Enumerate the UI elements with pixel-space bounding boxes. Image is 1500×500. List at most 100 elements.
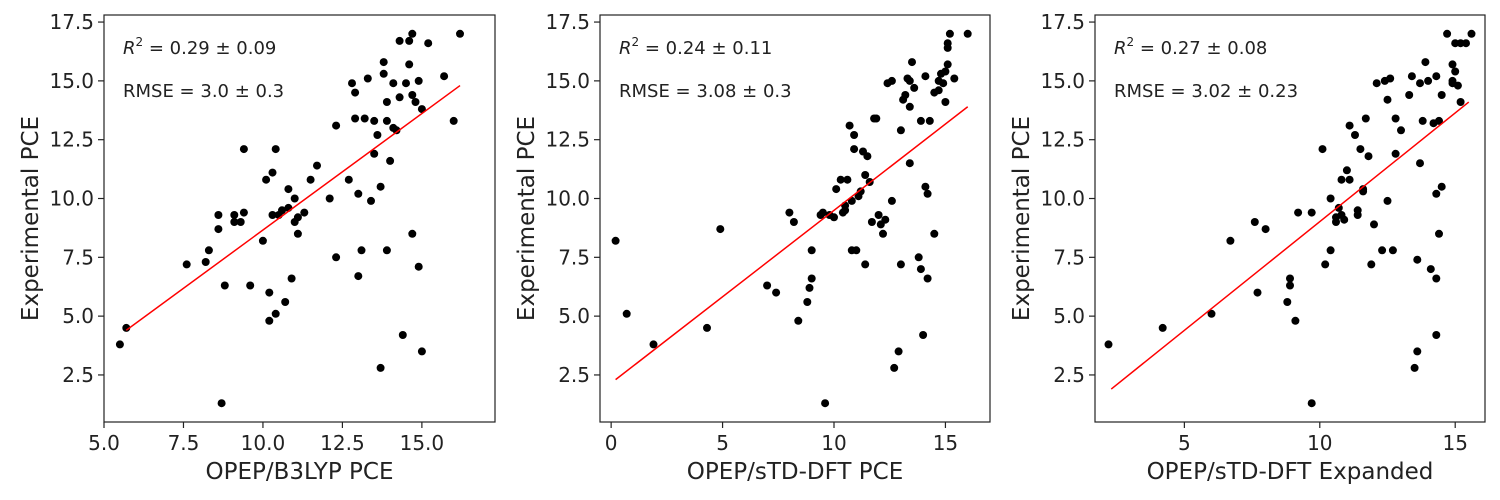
y-tick-label: 2.5 [1053,363,1085,387]
data-point [408,229,417,238]
data-point [246,281,255,290]
y-tick-label: 10.0 [1040,187,1085,211]
data-point [925,116,934,125]
data-point [290,194,299,203]
data-point [874,211,883,219]
data-point [905,76,914,85]
y-tick-label: 12.5 [49,128,94,152]
data-point [122,323,131,332]
data-point [382,246,391,255]
data-point [300,208,309,217]
data-point [284,185,293,194]
data-point [1467,29,1476,38]
data-point [763,281,772,290]
data-point [204,246,213,255]
data-point [214,225,223,234]
data-point [1456,98,1465,106]
x-axis-label: OPEP/sTD-DFT Expanded [1147,459,1434,485]
data-point [945,29,954,38]
data-point [1435,229,1443,238]
data-point [332,253,341,262]
data-point [879,229,887,238]
data-point [905,102,914,111]
y-tick-label: 17.5 [545,10,590,34]
y-tick-label: 7.5 [62,245,94,269]
data-point [845,121,854,130]
scatter-panel-stddft: 0 5 10 15 2.5 5.0 7.5 10.0 12.5 15.0 17.5 OPEP/sT… [514,10,991,485]
data-point [424,39,433,48]
data-point [268,168,277,177]
data-point [414,262,423,271]
data-point [1413,347,1422,356]
data-point [1426,265,1435,274]
plot-area [115,29,464,408]
data-point [1326,246,1335,255]
data-point [1283,298,1292,306]
regression-line [1110,101,1470,390]
scatter-panel-stddft-expanded: 5 10 15 2.5 5.0 7.5 10.0 12.5 15.0 17.5 OPEP/sTD… [1009,10,1486,485]
r2-superscript: 2 [136,35,144,49]
data-point [115,340,124,349]
plot-area [1104,29,1476,408]
data-point [239,145,248,154]
data-point [220,281,229,290]
data-point [411,98,420,106]
data-point [887,196,896,205]
data-point [923,274,932,283]
x-ticks: 5 10 15 [1178,422,1468,455]
data-point [872,114,881,123]
y-tick-label: 15.0 [545,69,590,93]
data-point [1432,189,1441,198]
data-point [772,288,781,297]
data-point [916,116,925,125]
r2-value: = 0.27 ± 0.08 [1134,38,1267,59]
rmse-annotation: RMSE = 3.02 ± 0.23 [1114,81,1298,102]
data-point [867,218,876,226]
y-axis-label: Experimental PCE [18,116,44,321]
data-point [1462,39,1470,48]
y-axis-label: Experimental PCE [1009,116,1035,321]
y-ticks: 2.5 5.0 7.5 10.0 12.5 15.0 17.5 [1040,10,1095,387]
data-point [1432,72,1441,81]
data-point [1367,260,1376,269]
data-point [201,258,210,266]
y-tick-label: 12.5 [1040,128,1085,152]
data-point [1326,194,1335,203]
data-point [262,175,271,184]
data-point [1250,218,1259,226]
data-point [1372,79,1381,88]
data-point [414,76,423,85]
data-point [281,298,290,306]
data-point [934,86,943,95]
x-tick-label: 15 [933,431,958,455]
data-point [908,58,916,67]
data-point [941,98,950,106]
data-point [306,175,315,184]
data-point [930,229,939,238]
r2-annotation: R2 = 0.29 ± 0.09 [123,35,276,59]
data-point [923,189,932,198]
data-point [265,288,274,297]
data-point [354,189,363,198]
data-point [863,152,872,161]
data-point [1432,274,1441,283]
data-point [1253,288,1262,297]
data-point [850,145,859,154]
data-point [217,399,226,408]
x-tick-label: 15.0 [400,431,445,455]
data-point [1443,29,1452,38]
data-point [408,29,417,38]
y-ticks: 2.5 5.0 7.5 10.0 12.5 15.0 17.5 [49,10,104,387]
data-point [836,175,845,184]
plot-area [611,29,972,408]
data-point [818,208,827,217]
data-point [332,121,341,130]
regression-line [125,84,461,331]
data-point [943,60,952,69]
data-point [896,260,905,269]
r2-annotation: R2 = 0.24 ± 0.11 [619,35,772,59]
data-point [344,175,353,184]
data-point [1286,274,1294,283]
y-tick-label: 5.0 [62,304,94,328]
